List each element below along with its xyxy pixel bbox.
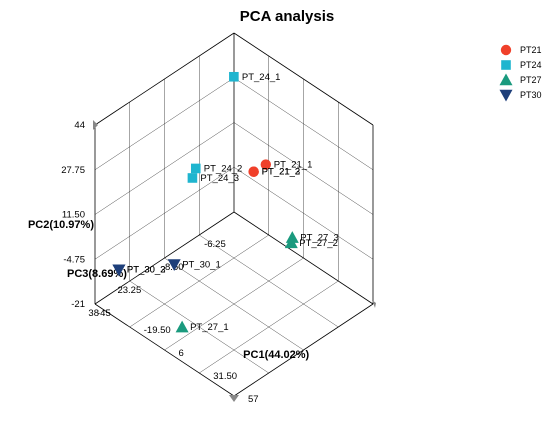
data-point-label: PT_21_3 — [262, 167, 301, 178]
pc3-tick-label: 23.25 — [117, 285, 141, 296]
legend-item-label: PT24 — [520, 60, 542, 70]
pc1-tick-label: 6 — [179, 348, 184, 359]
grid-layer — [94, 56, 374, 374]
grid-line — [94, 77, 235, 170]
data-point-label: PT_24_1 — [242, 72, 281, 83]
legend-marker — [499, 89, 513, 102]
axis-labels: PC2(10.97%) PC3(8.69%) PC1(44.02%) — [28, 219, 310, 361]
data-point-marker — [187, 173, 198, 183]
frame-edge — [94, 303, 235, 397]
data-point-label: PT_21_2 — [262, 167, 301, 178]
grid-line — [94, 122, 235, 215]
pc1-tick-label: 57 — [248, 394, 259, 405]
data-point-marker — [260, 159, 272, 170]
pc2-tick-label: 44 — [74, 120, 85, 131]
pc2-tick-label: 11.50 — [62, 210, 85, 221]
data-point-label: PT_30_2 — [127, 265, 166, 276]
data-point-marker — [229, 71, 239, 82]
data-point-label: PT_27_2 — [299, 238, 338, 249]
data-point-label: PT_27_1 — [190, 322, 229, 333]
grid-line — [199, 280, 339, 374]
frame-edge — [233, 211, 374, 305]
pc3-tick-label: -6.25 — [204, 239, 226, 250]
legend-marker — [501, 60, 511, 70]
data-points: PT_21_1PT_21_2PT_21_3 PT_24_1 PT_24_2PT_24… — [112, 71, 339, 333]
pc1-tick-label: -19.50 — [144, 325, 171, 336]
data-point-label: PT_24_2 — [204, 163, 243, 174]
pc2-tick-label: -4.75 — [63, 254, 85, 265]
pc3-arrow-icon — [229, 395, 239, 402]
grid-line — [129, 280, 269, 374]
pc2-axis-label: PC2(10.97%) — [28, 219, 94, 231]
data-point-marker — [167, 259, 181, 271]
data-point-marker — [190, 163, 201, 174]
data-point-label: PT_30_1 — [182, 259, 221, 270]
legend-item-label: PT30 — [520, 90, 542, 100]
data-point-label: PT_21_1 — [274, 160, 313, 171]
pc2-tick-label: -21 — [71, 299, 85, 310]
data-point-marker — [285, 231, 299, 243]
pc3-axis-label: PC3(8.69%) — [67, 268, 127, 280]
legend-item-label: PT21 — [520, 45, 542, 55]
frame-edge — [233, 303, 374, 397]
legend-marker — [499, 73, 513, 86]
legend: PT21 PT24 PT27 PT30 — [499, 44, 542, 102]
frame-edge — [233, 32, 374, 126]
chart-title: PCA analysis — [240, 8, 335, 25]
grid-line — [164, 257, 304, 351]
data-point-marker — [175, 320, 189, 333]
box-frame — [93, 32, 376, 402]
legend-marker — [500, 44, 512, 56]
pc1-tick-label: -45 — [97, 308, 111, 319]
frame-edge — [94, 211, 235, 305]
pc1-axis-label: PC1(44.02%) — [243, 349, 309, 361]
grid-line — [233, 77, 374, 170]
pc1-arrow-icon — [372, 300, 376, 308]
data-point-label: PT_30_3 — [127, 265, 166, 276]
data-point-marker — [248, 166, 259, 177]
frame-edge — [94, 32, 235, 126]
data-point-label: PT_27_3 — [300, 233, 339, 244]
pc3-tick-label: 38 — [88, 308, 99, 319]
pc2-arrow-icon — [93, 120, 98, 130]
grid-line — [233, 122, 374, 215]
legend-item-label: PT27 — [520, 75, 542, 85]
data-point-marker — [112, 264, 126, 277]
pc2-tick-label: 27.75 — [61, 165, 85, 176]
pc1-tick-label: 31.50 — [213, 371, 237, 382]
data-point-label: PT_24_3 — [200, 173, 239, 184]
